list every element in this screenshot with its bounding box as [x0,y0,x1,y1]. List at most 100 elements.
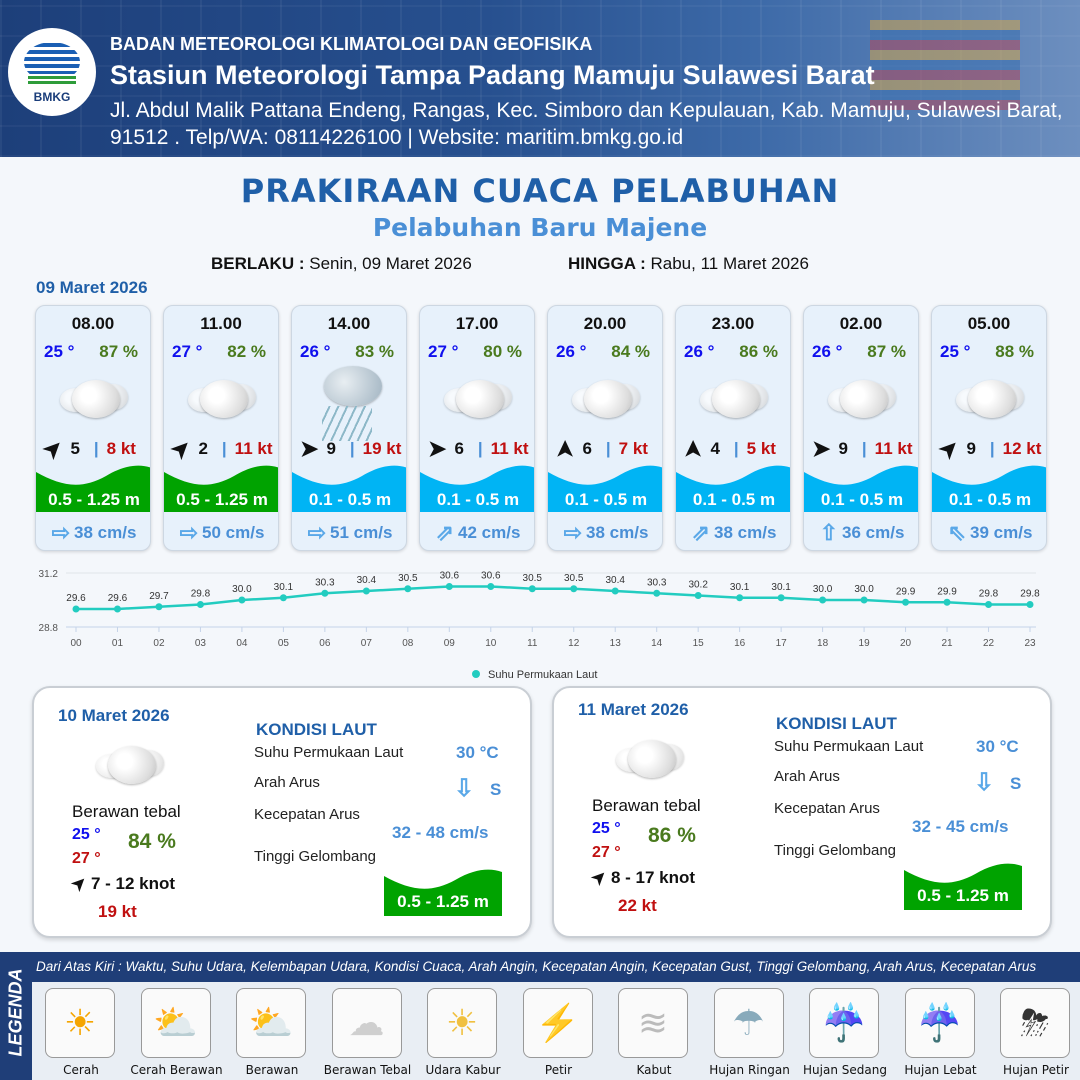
wave-height: 0.1 - 0.5 m [436,490,520,509]
weather-condition: Berawan tebal [72,802,181,821]
current-direction-arrow-icon: ⇨ [179,520,199,545]
legend-item-light-rain: ☂ Hujan Ringan [709,988,790,1077]
current-direction-arrow-icon: ⇧ [819,520,839,545]
gust-speed: 22 kt [618,896,657,915]
data-label: 30.6 [440,571,460,582]
hourly-forecast-card: 14.00 26 ° 83 % ➤ 9 | 19 kt 0.1 - 0.5 m ⇨ 51… [291,305,407,551]
humidity: 80 % [483,342,522,361]
wave-height-label: Tinggi Gelombang [774,842,897,859]
sst-value: 30 °C [976,737,1019,756]
x-tick-label: 22 [983,638,995,649]
cloud-icon [444,378,514,418]
cloud-icon [96,744,166,784]
data-point [694,592,702,599]
x-tick-label: 19 [859,638,871,649]
x-tick-label: 00 [70,638,82,649]
legend-item-cloud-sun: ⛅ Berawan [236,988,306,1077]
data-point [321,589,329,597]
current-direction-arrow-icon: ⇩ [974,769,995,796]
wind-direction-arrow-icon: ➤ [37,433,69,465]
data-label: 30.5 [523,573,543,584]
data-label: 30.0 [854,584,874,595]
air-temperature: 27 ° [428,342,459,361]
data-point [487,583,495,590]
humidity: 86 % [739,342,778,361]
humidity: 84 % [128,830,176,853]
current-speed-label: Kecepatan Arus [254,806,360,823]
x-tick-label: 06 [319,638,331,649]
x-tick-label: 18 [817,638,829,649]
wave-height: 0.5 - 1.25 m [397,892,489,911]
sun-cloud-icon: ⛅ [153,1002,198,1043]
humidity: 84 % [611,342,650,361]
hourly-forecast-card: 23.00 26 ° 86 % ➤ 4 | 5 kt 0.1 - 0.5 m ⇗ 38 … [675,305,791,551]
data-label: 30.3 [315,577,335,588]
thunderstorm-icon: ⛈ [1020,1001,1050,1043]
wind-speed: 9 [838,439,848,458]
x-tick-label: 10 [485,638,497,649]
sst-label: Suhu Permukaan Laut [254,744,404,761]
x-tick-label: 03 [195,638,207,649]
current-direction-arrow-icon: ⇨ [51,520,71,545]
legend-item-sun-cloud: ⛅ Cerah Berawan [130,988,223,1077]
data-point [777,594,785,602]
current-direction-arrow-icon: ⇖ [947,520,967,545]
data-label: 29.8 [191,589,211,600]
wave-height-indicator: 0.5 - 1.25 m [36,462,150,512]
wind-speed: 5 [70,439,80,458]
wave-height-indicator: 0.1 - 0.5 m [676,462,790,512]
data-point [611,587,619,595]
current-speed: 50 cm/s [202,523,265,542]
forecast-time: 02.00 [839,314,883,333]
agency-name: BADAN METEOROLOGI KLIMATOLOGI DAN GEOFIS… [110,34,593,54]
gust-speed: 19 kt [98,902,137,921]
legend-item-heavy-rain: ☔ Hujan Lebat [904,988,977,1077]
wave-height-indicator: 0.5 - 1.25 m [904,860,1022,910]
sst-value: 30 °C [456,743,499,762]
x-tick-label: 05 [278,638,290,649]
data-point [72,605,80,613]
data-point [985,601,993,608]
heavy-rain-icon: ☔ [917,1002,962,1043]
wind-direction-arrow-icon: ➤ [552,439,578,459]
container-ship-image [870,20,1020,110]
valid-from: BERLAKU : Senin, 09 Maret 2026 [211,254,472,273]
wind-range: ➤ 8 - 17 knot [587,865,696,890]
data-label: 30.5 [564,573,584,584]
data-point [404,585,412,593]
wave-height: 0.5 - 1.25 m [917,886,1009,905]
data-label: 29.6 [108,593,128,604]
x-tick-label: 21 [941,638,953,649]
legend-title: LEGENDA [0,952,32,1080]
forecast-time: 11.00 [200,314,242,333]
wind-speed: 4 [710,439,720,458]
current-direction-arrow-icon: ⇨ [563,520,583,545]
cloud-icon [700,378,770,418]
data-point [653,589,661,597]
x-tick-label: 20 [900,638,912,649]
cloud-icon [828,378,898,418]
data-label: 29.8 [979,589,999,600]
current-direction-label: Arah Arus [774,768,840,785]
y-tick-label: 28.8 [39,623,59,634]
gust-speed: 5 kt [746,439,776,458]
hourly-forecast-card: 08.00 25 ° 87 % ➤ 5 | 8 kt 0.5 - 1.25 m ⇨ 38… [35,305,151,551]
cloud-icon: ☁ [348,1002,385,1043]
weather-condition: Berawan tebal [592,796,701,815]
current-direction: S [490,780,502,799]
data-label: 30.5 [398,573,418,584]
page-title: PRAKIRAAN CUACA PELABUHAN [240,172,840,210]
wind-speed: 6 [454,439,464,458]
min-temperature: 25 ° [72,826,101,843]
data-label: 29.8 [1020,589,1040,600]
light-rain-icon: ☂ [732,1002,765,1043]
daily-forecast-card: 10 Maret 2026 Berawan tebal 25 ° 27 ° 84… [32,686,532,938]
wave-height: 0.1 - 0.5 m [820,490,904,509]
forecast-time: 20.00 [583,314,627,333]
legend-label: Suhu Permukaan Laut [488,669,597,681]
x-tick-label: 07 [361,638,373,649]
wave-height: 0.1 - 0.5 m [948,490,1032,509]
current-direction-arrow-icon: ⇨ [307,520,327,545]
wave-height: 0.5 - 1.25 m [176,490,268,509]
sst-label: Suhu Permukaan Laut [774,738,924,755]
